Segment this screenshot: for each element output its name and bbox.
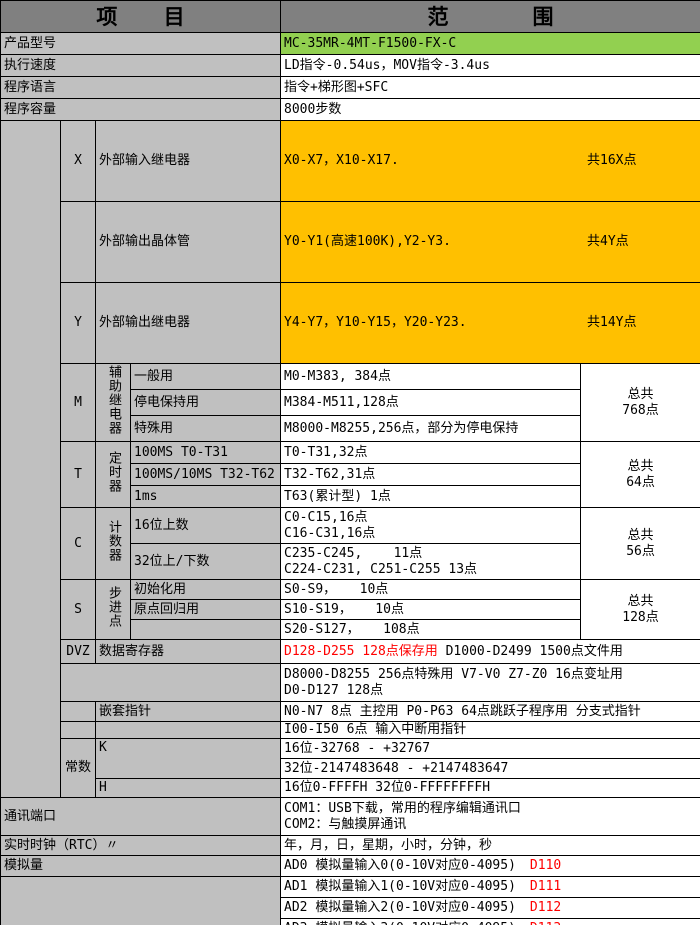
dvz-code: DVZ [60,639,96,664]
t-row-100ms-value: T0-T31,32点 [280,441,582,464]
s-row-origin-value: S10-S19， 10点 [280,599,582,620]
row-speed-label: 执行速度 [0,54,282,77]
t-group-label: 定时器 [95,441,131,508]
analog-reg-ad2: D112 [529,900,562,915]
c-code: C [60,507,96,580]
io-range-x-text: X0-X7，X10-X17. [284,153,399,168]
row-language-label: 程序语言 [0,76,282,99]
c-row-32bit-label: 32位上/下数 [129,543,282,580]
pointer-code-blank2 [60,721,96,739]
analog-row-ad2: AD2 模拟量输入2(0-10V对应0-4095) D112 [280,897,700,919]
pointer-label: 嵌套指针 [94,701,282,722]
constant-k-label: K [94,738,282,779]
analog-row-ad1: AD1 模拟量输入1(0-10V对应0-4095) D111 [280,876,700,898]
column-header-range: 范围 [280,0,700,33]
io-label-input-relay: 外部输入继电器 [94,120,282,202]
left-spacer-cell [0,120,61,798]
pointer-row2-value: I00-I50 6点 输入中断用指针 [280,721,700,739]
rtc-value: 年，月，日，星期，小时，分钟，秒 [280,835,700,856]
io-range-transistor-text: Y0-Y1(高速100K),Y2-Y3. [284,234,451,249]
t-row-1ms-label: 1ms [129,485,282,508]
constant-k16-value: 16位-32768 - +32767 [280,738,700,759]
io-label-output-relay: 外部输出继电器 [94,282,282,364]
dvz-row1-rest: D1000-D2499 1500点文件用 [445,643,623,659]
m-row-special-value: M8000-M8255,256点，部分为停电保持 [280,415,582,442]
c-row-16bit-value: C0-C15,16点 C16-C31,16点 [280,507,582,544]
m-row-special-label: 特殊用 [129,415,282,442]
s-total: 总共 128点 [580,579,700,640]
constant-h-label: H [94,778,282,798]
dvz-row1-highlight: D128-D255 128点保存用 [284,643,438,659]
io-code-blank [60,201,96,283]
analog-reg-ad0: D110 [529,858,562,873]
capacity-value: 8000步数 [280,98,700,121]
analog-reg-ad3: D113 [530,921,561,925]
dvz-row2-value: D8000-D8255 256点特殊用 V7-V0 Z7-Z0 16点变址用 D… [280,663,700,702]
column-header-item: 项目 [0,0,282,33]
c-row-32bit-value: C235-C245, 11点 C224-C231, C251-C255 13点 [280,543,582,580]
m-row-general-value: M0-M383, 384点 [280,363,582,390]
speed-value: LD指令-0.54us，MOV指令-3.4us [280,54,700,77]
language-value: 指令+梯形图+SFC [280,76,700,99]
constant-code: 常数 [60,738,96,798]
m-group-label: 辅助继电器 [95,363,131,442]
row-product-label: 产品型号 [0,32,282,55]
io-count-y: 共14Y点 [587,315,637,330]
s-row-init-label: 初始化用 [129,579,282,600]
io-code-x: X [60,120,96,202]
analog-label: 模拟量 [0,855,282,877]
pointer-code-blank [60,701,96,722]
s-code: S [60,579,96,640]
io-count-x: 共16X点 [587,153,637,168]
io-range-x: X0-X7，X10-X17. 共16X点 [280,120,700,202]
analog-reg-ad1: D111 [529,879,562,894]
rtc-label: 实时时钟（RTC）〃 [0,835,282,856]
t-code: T [60,441,96,508]
comm-label: 通讯端口 [0,797,282,836]
s-row-init-value: S0-S9， 10点 [280,579,582,600]
m-code: M [60,363,96,442]
comm-value: COM1：USB下载，常用的程序编辑通讯口 COM2：与触摸屏通讯 [280,797,700,836]
constant-k32-value: 32位-2147483648 - +2147483647 [280,758,700,779]
dvz-row1-value: D128-D255 128点保存用 D1000-D2499 1500点文件用 [280,639,700,664]
t-total: 总共 64点 [580,441,700,508]
m-row-general-label: 一般用 [129,363,282,390]
io-range-transistor: Y0-Y1(高速100K),Y2-Y3. 共4Y点 [280,201,700,283]
c-row-16bit-label: 16位上数 [129,507,282,544]
c-total: 总共 56点 [580,507,700,580]
s-row-origin-label: 原点回归用 [129,599,282,620]
analog-left-spacer [0,876,282,925]
c-group-label: 计数器 [95,507,131,580]
dvz-row2-spacer [59,663,282,702]
io-range-y-text: Y4-Y7，Y10-Y15，Y20-Y23. [284,315,467,330]
pointer-row1-value: N0-N7 8点 主控用 P0-P63 64点跳跃子程序用 分支式指针 [280,701,700,722]
t-row-100ms-label: 100MS T0-T31 [129,441,282,464]
product-model-value: MC-35MR-4MT-F1500-FX-C [280,32,700,55]
m-row-latched-label: 停电保持用 [129,389,282,416]
analog-row-ad0: AD0 模拟量输入0(0-10V对应0-4095) D110 [280,855,700,877]
constant-h-value: 16位0-FFFFH 32位0-FFFFFFFFH [280,778,700,798]
t-row-10ms-value: T32-T62,31点 [280,463,582,486]
t-row-10ms-label: 100MS/10MS T32-T62 [129,463,282,486]
dvz-label: 数据寄存器 [94,639,282,664]
io-count-transistor: 共4Y点 [587,234,629,249]
t-row-1ms-value: T63(累计型) 1点 [280,485,582,508]
s-row-blank-label [129,619,282,640]
m-row-latched-value: M384-M511,128点 [280,389,582,416]
m-total: 总共 768点 [580,363,700,442]
s-group-label: 步进点 [95,579,131,640]
io-range-y: Y4-Y7，Y10-Y15，Y20-Y23. 共14Y点 [280,282,700,364]
row-capacity-label: 程序容量 [0,98,282,121]
pointer-label-blank [94,721,282,739]
io-label-output-transistor: 外部输出晶体管 [94,201,282,283]
analog-row-ad3: AD3 模拟量输入3(0-10V对应0-4095)D113 [280,918,700,925]
s-row-blank-value: S20-S127， 108点 [280,619,582,640]
io-code-y: Y [60,282,96,364]
